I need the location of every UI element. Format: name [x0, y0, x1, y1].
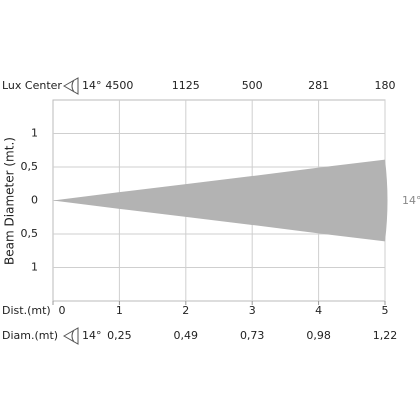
y-tick-label: 0,5	[21, 160, 39, 173]
diameter-value: 0,98	[306, 329, 331, 342]
diameter-angle: 14°	[82, 329, 102, 342]
y-tick-label: 0	[31, 194, 38, 207]
y-tick-label: 0,5	[21, 227, 39, 240]
lux-angle: 14°	[82, 79, 102, 92]
beam-angle: 14°	[402, 194, 420, 207]
diameter-value: 0,73	[240, 329, 265, 342]
lux-value: 180	[375, 79, 396, 92]
lux-value: 500	[242, 79, 263, 92]
x-tick-label: 1	[116, 304, 123, 317]
x-tick-label: 2	[182, 304, 189, 317]
diameter-value: 0,49	[174, 329, 199, 342]
lux-value: 281	[308, 79, 329, 92]
x-tick-label: 4	[315, 304, 322, 317]
lux-value: 4500	[105, 79, 133, 92]
x-tick-label: 0	[59, 304, 66, 317]
diameter-label: Diam.(mt)	[2, 329, 58, 342]
lux-value: 1125	[172, 79, 200, 92]
y-tick-label: 1	[31, 127, 38, 140]
diameter-value: 1,22	[373, 329, 398, 342]
lux-label: Lux Center	[2, 79, 62, 92]
x-tick-label: 3	[249, 304, 256, 317]
diameter-angle-icon	[62, 327, 79, 345]
y-axis-label: Beam Diameter (mt.)	[3, 137, 17, 265]
lux-angle-icon	[62, 77, 79, 95]
diameter-value: 0,25	[107, 329, 132, 342]
beam	[53, 159, 388, 242]
y-tick-label: 1	[31, 261, 38, 274]
x-axis-label: Dist.(mt)	[2, 304, 51, 317]
x-tick-label: 5	[382, 304, 389, 317]
